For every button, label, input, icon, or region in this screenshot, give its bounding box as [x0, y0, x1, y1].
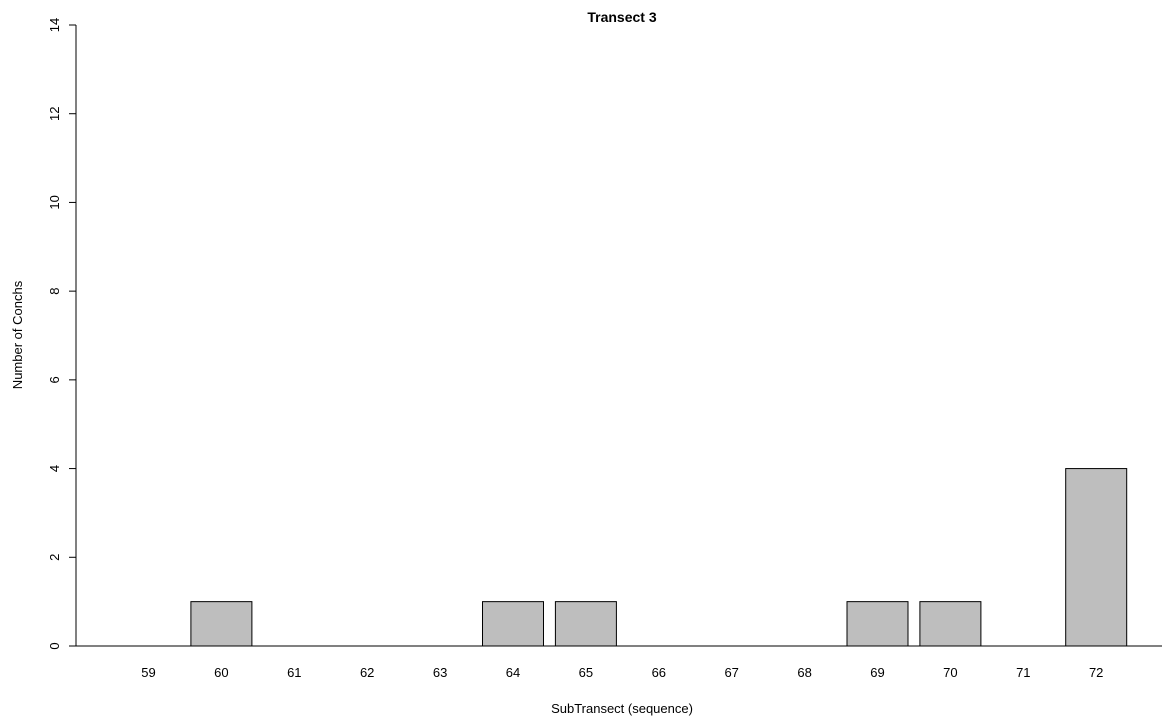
x-tick-label: 65 [579, 665, 593, 680]
x-tick-label: 67 [724, 665, 738, 680]
x-tick-label: 60 [214, 665, 228, 680]
x-tick-label: 69 [870, 665, 884, 680]
x-axis-label: SubTransect (sequence) [551, 701, 693, 716]
y-tick-label: 2 [47, 554, 62, 561]
y-tick-label: 8 [47, 288, 62, 295]
x-tick-label: 68 [797, 665, 811, 680]
bar-65 [554, 601, 617, 647]
y-tick-group: 0 2 4 6 8 10 12 14 [47, 18, 76, 650]
y-tick-label: 4 [47, 465, 62, 472]
y-tick-label: 14 [47, 18, 62, 32]
y-tick-label: 6 [47, 376, 62, 383]
bar-64 [482, 601, 544, 647]
bar-69 [846, 601, 909, 647]
y-axis-label: Number of Conchs [10, 280, 25, 389]
y-tick-label: 12 [47, 106, 62, 120]
x-tick-label: 66 [652, 665, 666, 680]
y-tick-label: 10 [47, 195, 62, 209]
x-tick-label: 64 [506, 665, 520, 680]
chart-title: Transect 3 [587, 9, 656, 25]
bar-60 [190, 601, 253, 647]
x-tick-label: 71 [1016, 665, 1030, 680]
x-tick-label: 72 [1089, 665, 1103, 680]
bar-72 [1065, 468, 1128, 647]
bar-group [190, 468, 1128, 647]
x-tick-group: 59 60 61 62 63 64 65 66 67 68 69 70 71 72 [141, 665, 1103, 680]
x-tick-label: 70 [943, 665, 957, 680]
x-tick-label: 61 [287, 665, 301, 680]
x-tick-label: 59 [141, 665, 155, 680]
x-tick-label: 63 [433, 665, 447, 680]
bar-70 [919, 601, 982, 647]
x-tick-label: 62 [360, 665, 374, 680]
y-tick-label: 0 [47, 642, 62, 649]
